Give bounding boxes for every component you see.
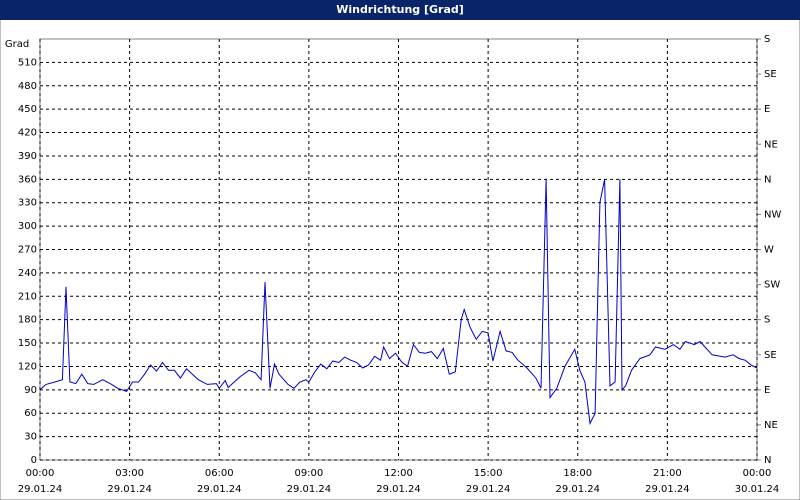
y-tick-label: 450 bbox=[18, 104, 37, 115]
y2-tick-label: W bbox=[764, 245, 774, 256]
y-tick-label: 90 bbox=[24, 385, 37, 396]
data-line bbox=[39, 179, 758, 426]
y2-tick-label: SE bbox=[764, 69, 777, 80]
x-tick-label: 15:00 bbox=[474, 468, 503, 479]
x-tick-label: 06:00 bbox=[205, 468, 234, 479]
y-tick-label: 120 bbox=[18, 361, 37, 372]
y-tick-label: 390 bbox=[18, 151, 37, 162]
y2-tick-label: E bbox=[764, 385, 770, 396]
x-tick-label: 03:00 bbox=[115, 468, 144, 479]
y-tick-label: 480 bbox=[18, 81, 37, 92]
y-tick-label: 0 bbox=[31, 455, 37, 466]
y-tick-label: 180 bbox=[18, 315, 37, 326]
y2-tick-label: NE bbox=[764, 420, 778, 431]
x-tick-date: 29.01.24 bbox=[107, 484, 152, 495]
y-tick-label: 420 bbox=[18, 128, 37, 139]
y2-tick-label: S bbox=[764, 34, 770, 45]
x-tick-date: 30.01.24 bbox=[735, 484, 780, 495]
x-tick-date: 29.01.24 bbox=[197, 484, 242, 495]
y-tick-label: 360 bbox=[18, 174, 37, 185]
x-tick-label: 00:00 bbox=[743, 468, 772, 479]
y-tick-label: 330 bbox=[18, 198, 37, 209]
y-tick-label: 210 bbox=[18, 291, 37, 302]
x-tick-label: 21:00 bbox=[653, 468, 682, 479]
title-bar bbox=[0, 0, 800, 20]
y-axis-label: Grad bbox=[5, 39, 29, 50]
y2-tick-label: N bbox=[764, 174, 771, 185]
y-tick-label: 270 bbox=[18, 245, 37, 256]
x-tick-date: 29.01.24 bbox=[645, 484, 690, 495]
x-tick-date: 29.01.24 bbox=[18, 484, 63, 495]
y2-tick-label: S bbox=[764, 315, 770, 326]
x-tick-label: 09:00 bbox=[294, 468, 323, 479]
x-tick-label: 18:00 bbox=[563, 468, 592, 479]
y2-tick-label: SW bbox=[764, 280, 780, 291]
y-tick-label: 240 bbox=[18, 268, 37, 279]
x-tick-date: 29.01.24 bbox=[466, 484, 511, 495]
y-tick-label: 60 bbox=[24, 408, 37, 419]
y2-tick-label: NE bbox=[764, 139, 778, 150]
x-tick-date: 29.01.24 bbox=[287, 484, 332, 495]
y-tick-label: 300 bbox=[18, 221, 37, 232]
x-tick-date: 29.01.24 bbox=[555, 484, 600, 495]
y-tick-label: 150 bbox=[18, 338, 37, 349]
x-tick-label: 12:00 bbox=[384, 468, 413, 479]
y-tick-label: 510 bbox=[18, 57, 37, 68]
chart-title: Windrichtung [Grad] bbox=[336, 3, 464, 16]
y2-tick-label: NW bbox=[764, 209, 781, 220]
y2-tick-label: E bbox=[764, 104, 770, 115]
x-tick-label: 00:00 bbox=[26, 468, 55, 479]
y2-tick-label: SE bbox=[764, 350, 777, 361]
y2-tick-label: N bbox=[764, 455, 771, 466]
y-tick-label: 30 bbox=[24, 432, 37, 443]
x-tick-date: 29.01.24 bbox=[376, 484, 421, 495]
